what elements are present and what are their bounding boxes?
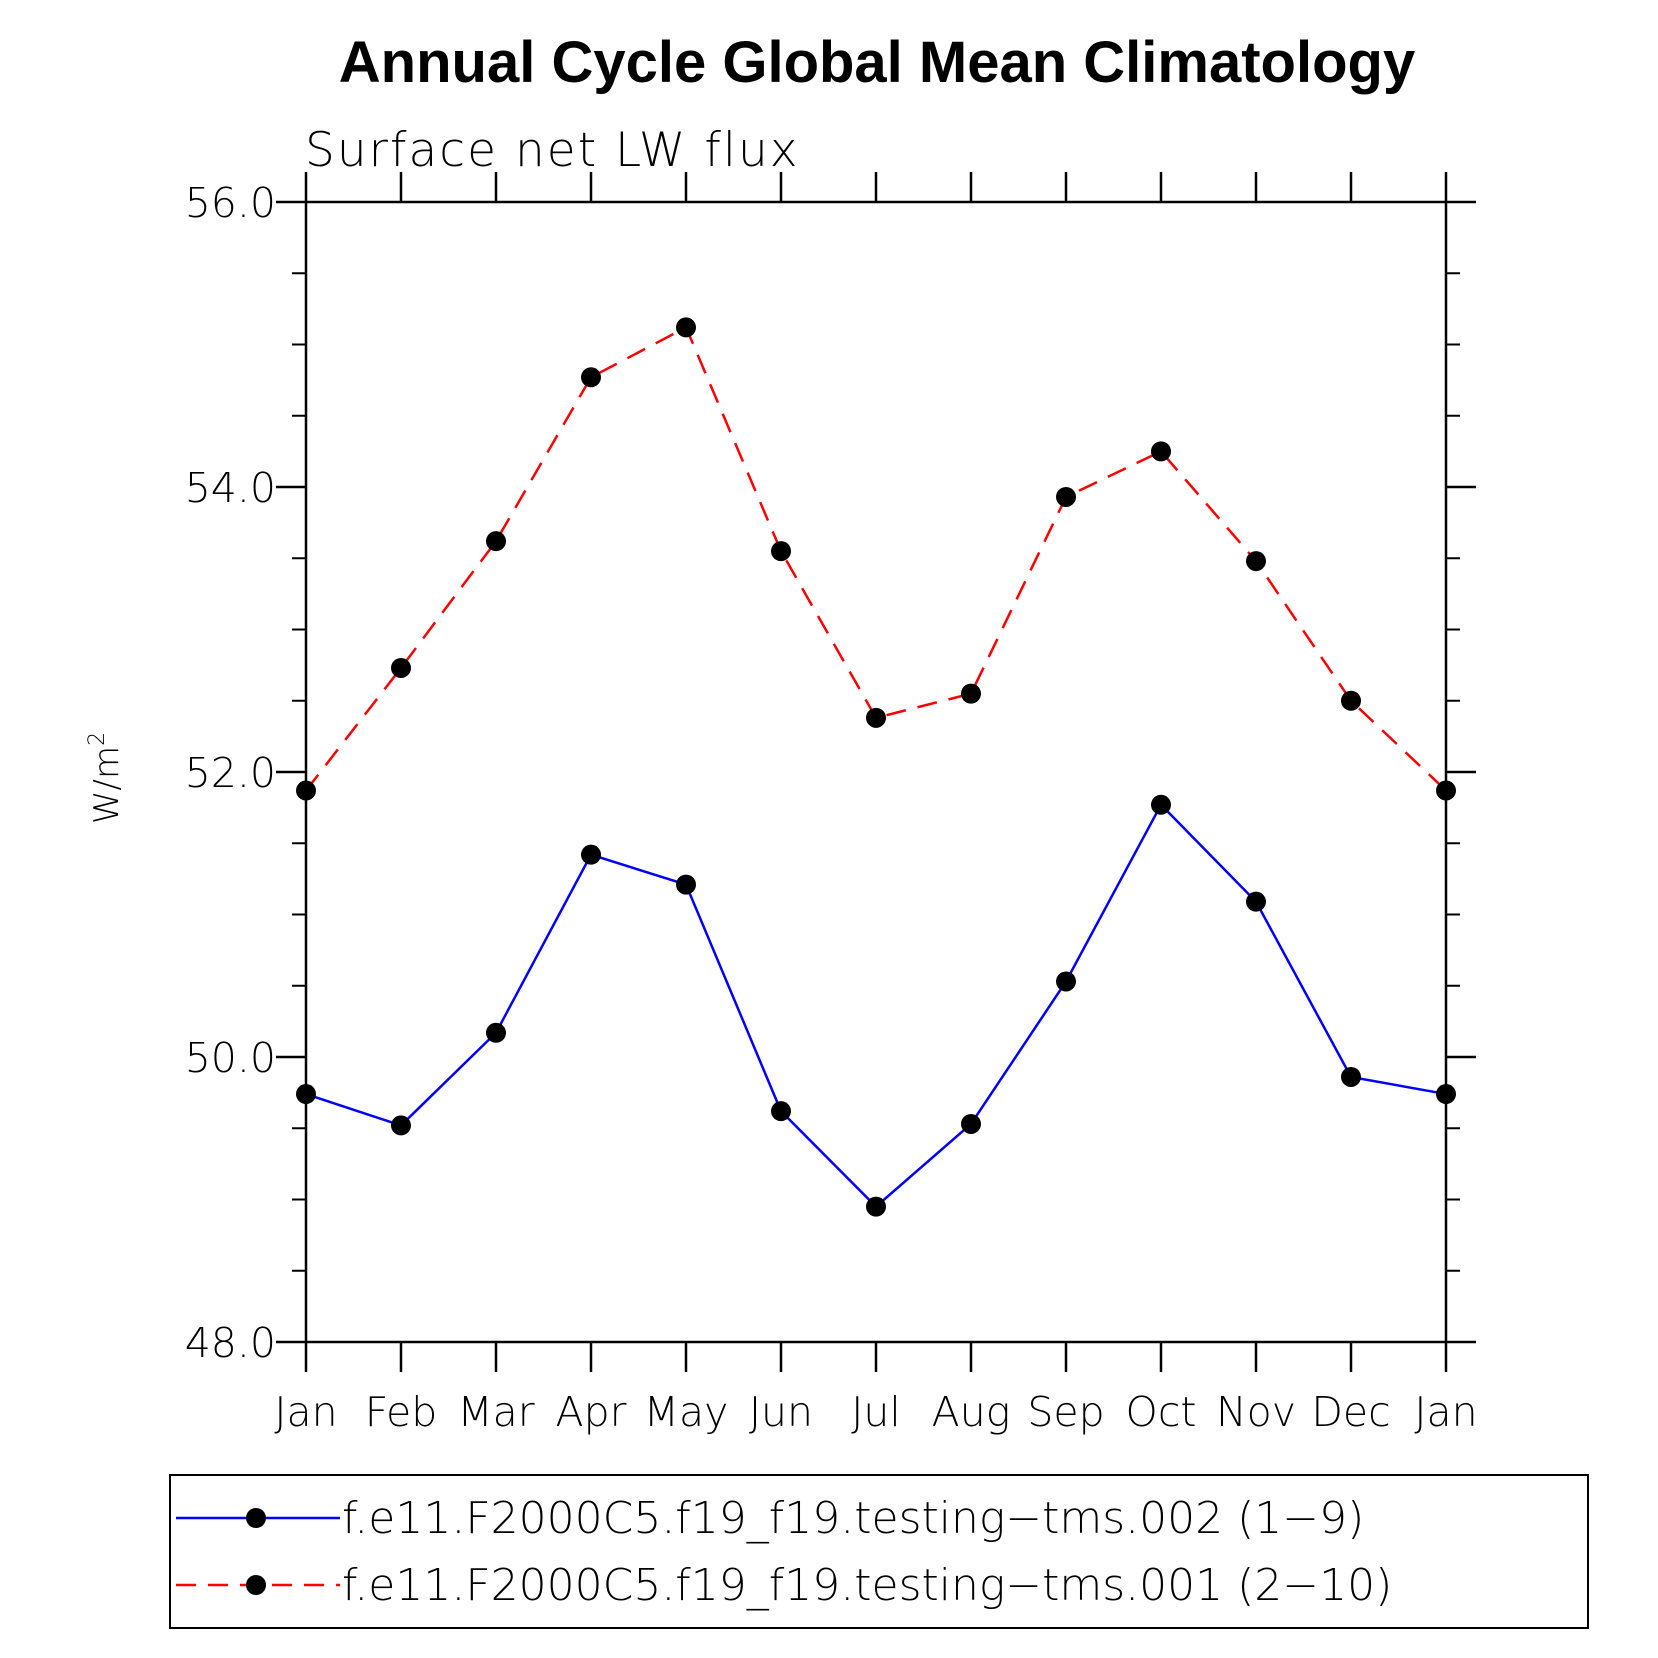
svg-text:W/m2: W/m2 (85, 732, 127, 824)
x-tick-label: Oct (1126, 1388, 1197, 1436)
plot-frame (304, 200, 1448, 1344)
data-point (866, 707, 886, 728)
y-tick-label: 56.0 (185, 179, 276, 227)
series-2 (296, 317, 1456, 801)
data-point (1436, 1084, 1456, 1105)
x-tick-label: Nov (1216, 1388, 1296, 1436)
data-point (961, 1113, 981, 1134)
legend-label: f.e11.F2000C5.f19_f19.testing−tms.002 (1… (342, 1493, 1364, 1544)
y-tick-label: 50.0 (185, 1034, 276, 1082)
legend-label: f.e11.F2000C5.f19_f19.testing−tms.001 (2… (342, 1560, 1392, 1611)
y-tick-label: 52.0 (185, 749, 276, 797)
x-tick-label: Jul (851, 1388, 900, 1436)
x-tick-label: Jun (749, 1388, 813, 1436)
legend-box (169, 1474, 1589, 1629)
x-tick-label: Feb (365, 1388, 438, 1436)
legend-marker (246, 1508, 266, 1528)
y-axis-label-superscript: 2 (85, 732, 110, 746)
legend-entry: f.e11.F2000C5.f19_f19.testing−tms.001 (2… (176, 1560, 1392, 1611)
y-axis-label: W/m2 (85, 732, 127, 824)
series-line (305, 802, 1447, 1209)
data-point (771, 1101, 791, 1122)
data-point (1341, 1066, 1361, 1087)
x-tick-label: Aug (932, 1388, 1011, 1436)
data-point (296, 780, 316, 801)
data-point (581, 367, 601, 388)
data-point (391, 657, 411, 678)
legend-marker (246, 1575, 266, 1595)
x-tick-label: Jan (274, 1388, 337, 1436)
data-point (296, 1084, 316, 1105)
data-point (676, 317, 696, 338)
y-tick-label: 54.0 (185, 464, 276, 512)
data-point (486, 1022, 506, 1043)
chart-title: Annual Cycle Global Mean Climatology (339, 30, 1415, 95)
data-point (771, 541, 791, 562)
plot-series (296, 317, 1456, 1217)
data-point (676, 874, 696, 895)
data-point (391, 1115, 411, 1136)
data-point (1151, 441, 1171, 462)
series-1 (296, 794, 1456, 1217)
y-tick-label: 48.0 (185, 1319, 276, 1367)
chart-subtitle: Surface net LW flux (305, 123, 800, 178)
data-point (581, 844, 601, 865)
data-point (961, 683, 981, 704)
axes: 48.0 50.0 52.0 54.0 56.0 Jan Feb Mar Apr May Jun Ju… (185, 172, 1478, 1436)
data-point (486, 531, 506, 552)
data-point (1246, 891, 1266, 912)
data-point (1436, 780, 1456, 801)
legend-entry: f.e11.F2000C5.f19_f19.testing−tms.002 (1… (176, 1493, 1364, 1544)
x-tick-label: Mar (457, 1388, 534, 1436)
x-tick-label: Apr (556, 1388, 627, 1436)
data-point (1341, 690, 1361, 711)
x-tick-label: Jan (1414, 1388, 1477, 1436)
legend: f.e11.F2000C5.f19_f19.testing−tms.002 (1… (169, 1474, 1589, 1629)
y-axis-label-text: W/m (87, 746, 127, 824)
x-tick-label: May (644, 1388, 729, 1436)
x-tick-label: Dec (1311, 1388, 1390, 1436)
x-tick-label: Sep (1027, 1388, 1104, 1436)
data-point (1056, 486, 1076, 507)
data-point (1151, 794, 1171, 815)
data-point (1246, 551, 1266, 572)
data-point (1056, 971, 1076, 992)
data-point (866, 1196, 886, 1217)
